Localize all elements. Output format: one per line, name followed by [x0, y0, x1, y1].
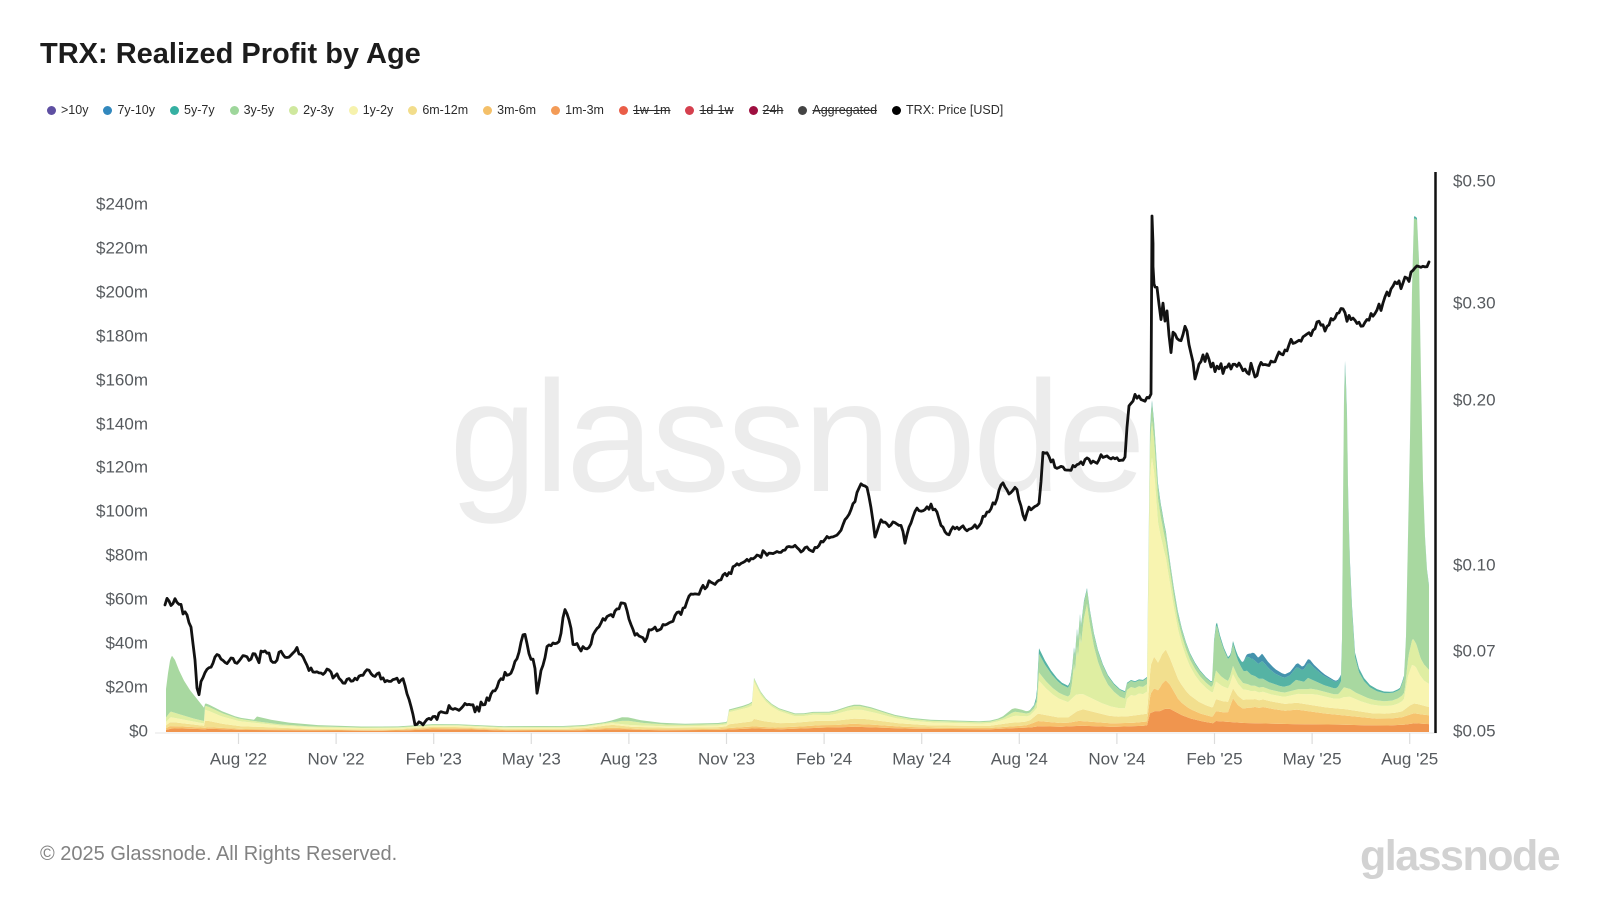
svg-text:Nov '24: Nov '24: [1088, 750, 1145, 769]
svg-text:May '25: May '25: [1283, 750, 1342, 769]
svg-text:May '23: May '23: [502, 750, 561, 769]
svg-text:$0.50: $0.50: [1453, 172, 1496, 191]
svg-text:Feb '23: Feb '23: [406, 750, 462, 769]
svg-text:$200m: $200m: [96, 283, 148, 302]
svg-text:Feb '25: Feb '25: [1186, 750, 1242, 769]
svg-text:$180m: $180m: [96, 327, 148, 346]
svg-text:$80m: $80m: [105, 546, 148, 565]
svg-text:glassnode: glassnode: [449, 349, 1142, 525]
svg-text:Aug '24: Aug '24: [991, 750, 1048, 769]
svg-text:$40m: $40m: [105, 634, 148, 653]
svg-text:$20m: $20m: [105, 678, 148, 697]
svg-text:$0: $0: [129, 722, 148, 741]
svg-text:$0.20: $0.20: [1453, 391, 1496, 410]
svg-text:Aug '25: Aug '25: [1381, 750, 1438, 769]
svg-text:Nov '22: Nov '22: [308, 750, 365, 769]
svg-text:$140m: $140m: [96, 415, 148, 434]
svg-text:$0.30: $0.30: [1453, 294, 1496, 313]
svg-text:Aug '22: Aug '22: [210, 750, 267, 769]
svg-text:May '24: May '24: [892, 750, 951, 769]
svg-text:Nov '23: Nov '23: [698, 750, 755, 769]
svg-text:$220m: $220m: [96, 239, 148, 258]
svg-text:Feb '24: Feb '24: [796, 750, 852, 769]
svg-text:$160m: $160m: [96, 371, 148, 390]
svg-text:$0.05: $0.05: [1453, 722, 1496, 741]
svg-text:$100m: $100m: [96, 502, 148, 521]
svg-text:Aug '23: Aug '23: [600, 750, 657, 769]
svg-text:$0.10: $0.10: [1453, 556, 1496, 575]
svg-text:$60m: $60m: [105, 590, 148, 609]
svg-text:$0.07: $0.07: [1453, 642, 1496, 661]
svg-text:$120m: $120m: [96, 458, 148, 477]
svg-text:$240m: $240m: [96, 195, 148, 214]
